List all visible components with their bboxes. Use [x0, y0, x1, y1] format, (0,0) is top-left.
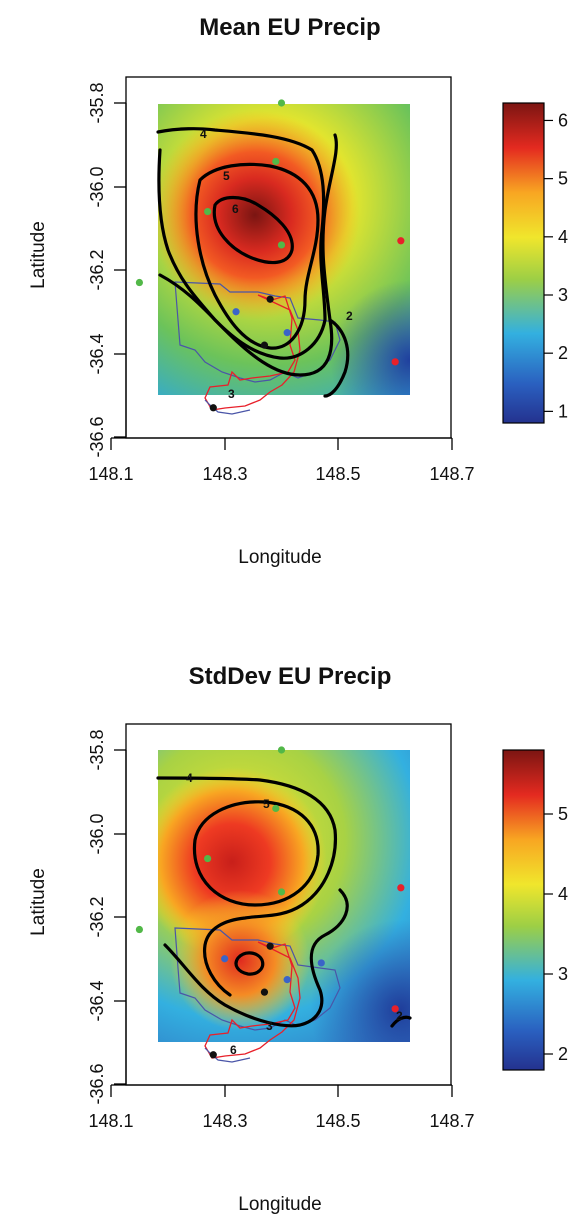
- mean-x-tick: 148.7: [429, 464, 474, 484]
- std-x-tick: 148.5: [315, 1111, 360, 1131]
- std-contour-label: 3: [266, 1019, 273, 1033]
- mean-station-point-11: [209, 404, 217, 412]
- mean-colorbar: 1 2 3 4 5 6: [502, 102, 568, 424]
- mean-station-point-3: [277, 241, 286, 249]
- std-y-tick: -36.0: [87, 813, 107, 854]
- mean-colorbar-tick-label-5: 6: [558, 110, 568, 130]
- mean-y-label: Latitude: [28, 221, 49, 289]
- std-station-point-5: [397, 884, 405, 892]
- std-contour-2: [390, 1015, 412, 1028]
- std-points: [135, 746, 405, 1059]
- mean-y-tick: -36.2: [87, 249, 107, 290]
- mean-station-point-2: [204, 207, 212, 216]
- mean-colorbar-tick-label-0: 1: [558, 401, 568, 421]
- mean-red-boundary: [204, 294, 301, 411]
- std-x-tick: 148.3: [202, 1111, 247, 1131]
- std-contour-4: [156, 776, 338, 997]
- std-station-point-11: [260, 988, 269, 996]
- mean-station-point-9: [266, 295, 274, 303]
- std-station-point-8: [283, 976, 291, 984]
- std-station-point-7: [221, 955, 229, 963]
- mean-title: Mean EU Precip: [199, 14, 380, 41]
- std-x-tick: 148.7: [429, 1111, 474, 1131]
- std-contour-label: 2: [396, 1009, 403, 1023]
- std-colorbar-ramp: [502, 749, 545, 1071]
- mean-y-tick: -36.4: [87, 333, 107, 374]
- mean-x-label: Longitude: [238, 547, 321, 568]
- mean-colorbar-tick-label-1: 2: [558, 343, 568, 363]
- mean-colorbar-tick-label-2: 3: [558, 285, 568, 305]
- mean-y-tick: -36.0: [87, 166, 107, 207]
- mean-station-point-4: [135, 278, 144, 287]
- std-contour-label: 6: [230, 1043, 237, 1057]
- mean-contour-label: 6: [232, 202, 239, 216]
- std-x-axis: 148.1 148.3 148.5 148.7 Longitude: [88, 1084, 475, 1215]
- mean-x-tick: 148.5: [315, 464, 360, 484]
- std-title: StdDev EU Precip: [189, 663, 392, 690]
- mean-station-point-1: [272, 157, 280, 166]
- mean-points: [135, 99, 405, 412]
- mean-x-tick: 148.3: [202, 464, 247, 484]
- mean-station-point-10: [260, 341, 269, 349]
- mean-contour-label: 5: [223, 169, 230, 183]
- mean-station-point-0: [277, 99, 286, 107]
- std-station-point-2: [204, 854, 212, 863]
- mean-contour-label: 4: [200, 127, 207, 141]
- std-colorbar-tick-label-2: 4: [558, 884, 568, 904]
- std-colorbar-tick-label-1: 3: [558, 964, 568, 984]
- std-contour-label: 5: [263, 797, 270, 811]
- std-y-axis: -36.6 -36.4 -36.2 -36.0 -35.8 Latitude: [28, 729, 127, 1105]
- mean-contour-2: [323, 318, 350, 398]
- std-y-tick: -36.6: [87, 1063, 107, 1104]
- std-station-point-3: [277, 888, 286, 896]
- mean-colorbar-tick-label-3: 4: [558, 227, 568, 247]
- std-station-point-1: [272, 804, 280, 813]
- mean-y-tick: -35.8: [87, 82, 107, 123]
- std-station-point-0: [277, 746, 286, 754]
- mean-contour-label: 3: [228, 387, 235, 401]
- std-contour-6: [234, 951, 265, 976]
- std-contour-3: [163, 888, 349, 1028]
- std-colorbar-tick-label-0: 2: [558, 1044, 568, 1064]
- std-x-label: Longitude: [238, 1194, 321, 1215]
- std-station-point-9: [317, 959, 325, 967]
- mean-station-point-5: [397, 237, 405, 245]
- std-red-boundary: [204, 941, 301, 1059]
- mean-contour-label: 2: [346, 309, 353, 323]
- mean-station-point-8: [283, 329, 291, 337]
- std-blue-boundary: [174, 927, 341, 1031]
- std-x-tick: 148.1: [88, 1111, 133, 1131]
- mean-blue-boundary-south: [204, 399, 251, 415]
- mean-colorbar-ramp: [502, 102, 545, 424]
- std-panel: StdDev EU Precip 2 3 4 5 6 148.1 148.3 1…: [28, 663, 568, 1215]
- std-colorbar: 2 3 4 5: [502, 749, 568, 1071]
- mean-x-axis: 148.1 148.3 148.5 148.7 Longitude: [88, 437, 475, 568]
- mean-station-point-7: [232, 308, 240, 316]
- std-contour-5: [192, 800, 320, 907]
- mean-x-tick: 148.1: [88, 464, 133, 484]
- std-station-point-6: [391, 1005, 399, 1013]
- std-station-point-4: [135, 925, 144, 934]
- std-station-point-10: [266, 942, 274, 950]
- std-low-field: [158, 750, 410, 1042]
- mean-colorbar-ticks: 1 2 3 4 5 6: [544, 110, 568, 421]
- mean-station-point-6: [391, 358, 399, 366]
- mean-panel: Mean EU Precip 2 3 4 5 6 148.1: [28, 14, 568, 568]
- std-contour-label: 4: [186, 771, 193, 785]
- mean-contour-6: [212, 195, 294, 265]
- std-y-tick: -35.8: [87, 729, 107, 770]
- std-y-label: Latitude: [28, 868, 49, 936]
- mean-colorbar-tick-label-4: 5: [558, 169, 568, 189]
- std-colorbar-tick-label-3: 5: [558, 804, 568, 824]
- mean-y-axis: -36.6 -36.4 -36.2 -36.0 -35.8 Latitude: [28, 82, 127, 458]
- std-blue-boundary-south: [204, 1047, 251, 1063]
- mean-contour-4: [156, 127, 327, 360]
- std-y-tick: -36.4: [87, 980, 107, 1021]
- mean-contour-5: [194, 162, 320, 350]
- std-y-tick: -36.2: [87, 896, 107, 937]
- std-colorbar-ticks: 2 3 4 5: [544, 804, 568, 1064]
- std-station-point-12: [209, 1051, 217, 1059]
- mean-y-tick: -36.6: [87, 416, 107, 457]
